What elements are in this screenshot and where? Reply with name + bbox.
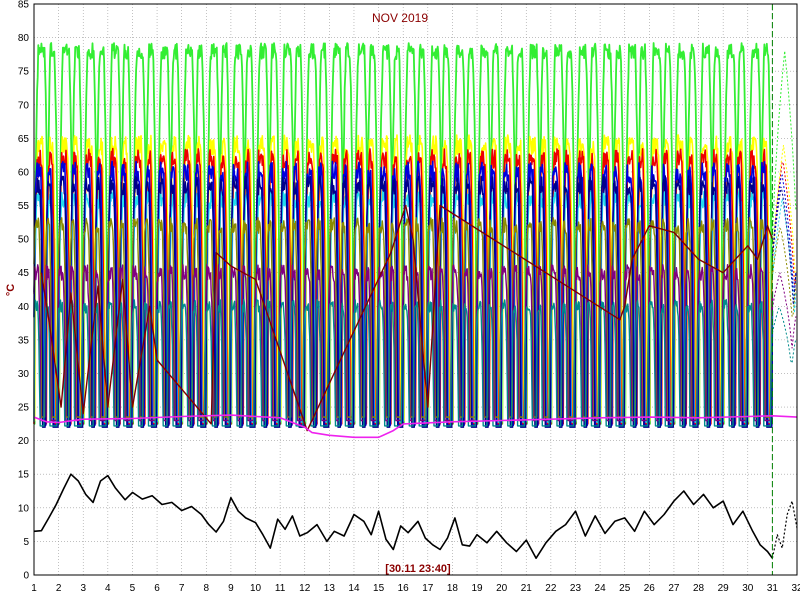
- x-tick-label: 8: [204, 583, 210, 594]
- x-tick-label: 20: [496, 583, 508, 594]
- x-tick-label: 12: [299, 583, 311, 594]
- x-tick-label: 17: [422, 583, 434, 594]
- plot-border: [33, 3, 798, 576]
- x-tick-label: 4: [105, 583, 111, 594]
- y-tick-label: 85: [18, 0, 30, 11]
- outside-temp-line: [33, 473, 774, 559]
- outside-temp-forecast: [771, 500, 798, 559]
- series-forecast-8: [771, 272, 797, 349]
- series-line-8: [33, 263, 774, 422]
- x-tick-label: 26: [644, 583, 656, 594]
- series-line-7: [33, 217, 774, 418]
- x-tick-label: 19: [471, 583, 483, 594]
- series-forecast-7: [771, 227, 797, 317]
- x-tick-label: 18: [447, 583, 459, 594]
- maroon-series-line: [40, 204, 774, 432]
- x-tick-label: 9: [228, 583, 234, 594]
- series-line-9: [33, 298, 774, 427]
- x-tick-label: 6: [154, 583, 160, 594]
- x-tick-label: 31: [767, 583, 779, 594]
- y-tick-label: 80: [18, 33, 30, 44]
- y-tick-label: 0: [23, 571, 29, 582]
- y-tick-label: 55: [18, 201, 30, 212]
- y-tick-label: 70: [18, 100, 30, 111]
- x-tick-label: 5: [130, 583, 136, 594]
- series-forecast-6: [771, 186, 797, 305]
- x-tick-label: 23: [570, 583, 582, 594]
- x-tick-label: 29: [718, 583, 730, 594]
- series-forecast-5: [771, 174, 797, 293]
- x-tick-label: 1: [31, 583, 37, 594]
- series-forecast-2: [771, 145, 797, 287]
- y-tick-label: 10: [18, 503, 30, 514]
- x-tick-label: 16: [398, 583, 410, 594]
- timestamp-label: [30.11 23:40]: [385, 563, 451, 575]
- x-tick-label: 28: [693, 583, 705, 594]
- y-tick-label: 60: [18, 167, 30, 178]
- x-tick-label: 7: [179, 583, 185, 594]
- x-tick-label: 2: [56, 583, 62, 594]
- series-forecast-4: [771, 198, 797, 313]
- x-tick-label: 3: [80, 583, 86, 594]
- y-tick-label: 40: [18, 302, 30, 313]
- x-tick-label: 14: [348, 583, 360, 594]
- x-tick-label: 30: [742, 583, 754, 594]
- x-tick-label: 22: [545, 583, 557, 594]
- y-tick-label: 50: [18, 235, 30, 246]
- x-tick-label: 27: [668, 583, 680, 594]
- y-tick-label: 20: [18, 436, 30, 447]
- x-tick-label: 24: [595, 583, 607, 594]
- series-forecast-3: [771, 160, 797, 285]
- series-layer: [33, 42, 798, 559]
- x-tick-labels: 1 2 3 4 5 6 7 8 9 10 11 12 13 14 15 16 17 18 19 20 21 22 23 24 2…: [31, 583, 800, 594]
- y-tick-label: 5: [23, 537, 29, 548]
- x-tick-label: 15: [373, 583, 385, 594]
- y-tick-label: 15: [18, 470, 30, 481]
- y-tick-label: 25: [18, 403, 30, 414]
- y-tick-label: 30: [18, 369, 30, 380]
- x-tick-label: 11: [275, 583, 286, 594]
- series-forecast-1: [771, 50, 797, 242]
- y-tick-label: 65: [18, 134, 30, 145]
- y-tick-labels: 0 5 10 15 20 25 30 35 40 45 50 55 60 65 70 75 80 85: [18, 0, 30, 582]
- x-tick-label: 13: [324, 583, 336, 594]
- x-tick-label: 10: [250, 583, 262, 594]
- x-tick-label: 32: [791, 583, 800, 594]
- plot-frame: [33, 3, 798, 576]
- y-tick-label: 35: [18, 335, 30, 346]
- x-tick-label: 21: [521, 583, 533, 594]
- room-temp-line: [33, 414, 798, 439]
- series-forecast-9: [771, 307, 797, 365]
- chart-title: NOV 2019: [372, 11, 428, 25]
- y-axis-label: °C: [5, 284, 17, 296]
- x-tick-label: 25: [619, 583, 631, 594]
- y-tick-label: 45: [18, 268, 30, 279]
- y-tick-label: 75: [18, 67, 30, 78]
